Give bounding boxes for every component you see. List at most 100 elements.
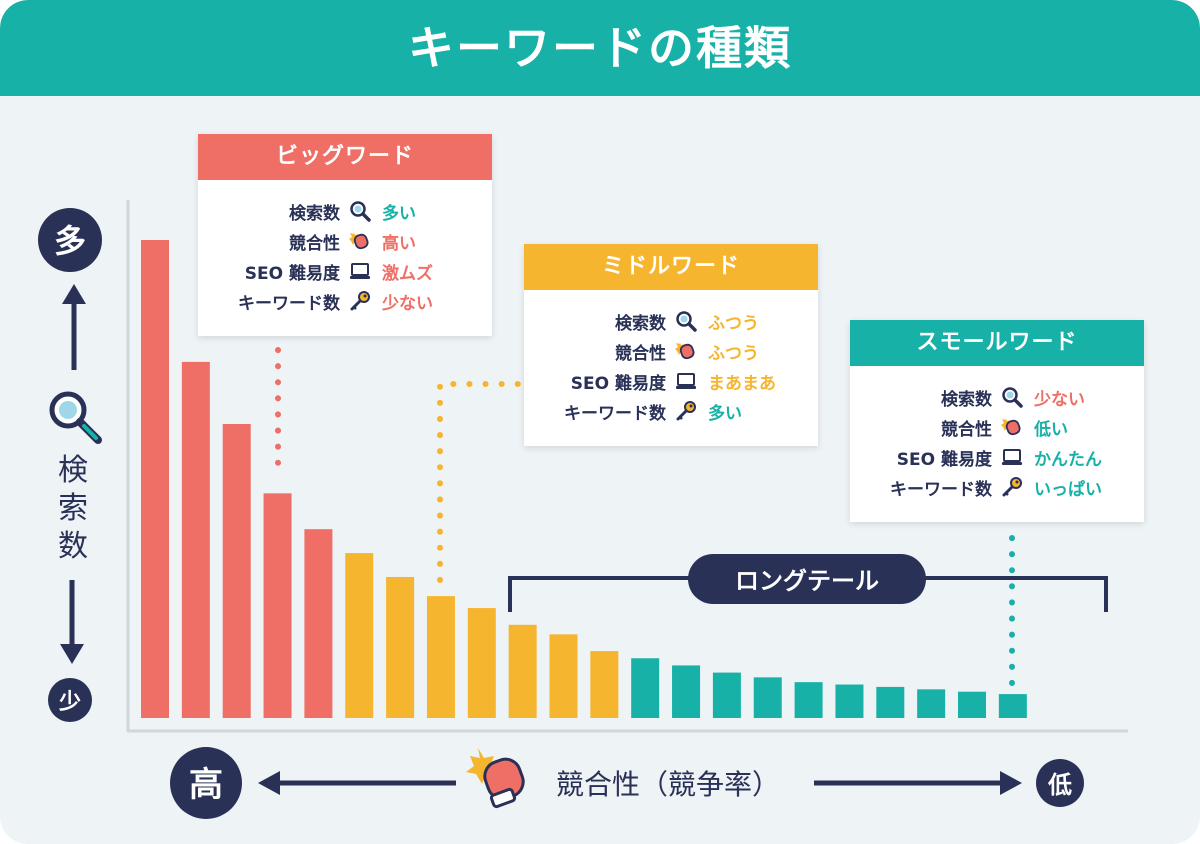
boxing-glove-icon: [1000, 415, 1024, 439]
metric-value: 高い: [382, 233, 416, 254]
metric-label: キーワード数: [238, 293, 340, 314]
boxing-glove-icon: [466, 748, 525, 809]
key-icon: [1000, 475, 1024, 499]
boxing-glove-icon: [674, 339, 698, 363]
metric-value: 多い: [708, 403, 742, 424]
metric-label: 競合性: [941, 419, 992, 440]
middle-info-row: SEO 難易度 まあまあ: [524, 366, 818, 396]
bar-middle-10: [508, 624, 537, 718]
middle-connector: [437, 381, 521, 583]
big-info-row: SEO 難易度 激ムズ: [198, 256, 492, 286]
boxing-glove-icon: [348, 229, 372, 253]
x-axis-label: 競合性（競争率）: [556, 768, 780, 801]
bar-small-16: [753, 677, 782, 718]
metric-value: 低い: [1034, 419, 1068, 440]
metric-label: 検索数: [289, 203, 340, 224]
key-icon: [348, 289, 372, 313]
x-low-circle: [1036, 759, 1084, 807]
y-high-circle: [38, 208, 102, 272]
y-high-label: 多: [54, 222, 86, 260]
down-arrow-icon: [60, 644, 84, 664]
longtail-pill: [688, 554, 926, 604]
metric-label: 検索数: [941, 389, 992, 410]
metric-label: キーワード数: [890, 479, 992, 500]
bar-big-2: [181, 361, 210, 718]
magnifier-icon: [1000, 385, 1024, 409]
right-arrow-icon: [1000, 771, 1022, 795]
metric-label: SEO 難易度: [244, 263, 340, 284]
bar-middle-11: [549, 634, 578, 718]
bar-big-4: [263, 493, 292, 718]
bar-big-3: [222, 424, 251, 718]
metric-label: SEO 難易度: [896, 449, 992, 470]
bar-small-17: [794, 682, 823, 718]
bar-middle-9: [467, 608, 496, 718]
metric-label: キーワード数: [564, 403, 666, 424]
bar-middle-8: [426, 596, 455, 718]
middle-info-row: 検索数 ふつう: [524, 306, 818, 336]
middle-word-title: ミドルワード: [524, 244, 818, 290]
metric-value: いっぱい: [1034, 479, 1102, 500]
metric-value: ふつう: [708, 313, 759, 334]
x-high-circle: [170, 747, 242, 819]
middle-info-row: キーワード数 多い: [524, 396, 818, 426]
longtail-label: ロングテール: [735, 567, 879, 595]
middle-word-box: ミドルワード 検索数 ふつう 競合性 ふつう SEO 難易度 まあまあ キーワード数 多い: [524, 244, 818, 446]
bar-small-13: [631, 658, 660, 718]
small-word-box: スモールワード 検索数 少ない競合性 低い SEO 難易度 かんたんキーワード数 いっぱい: [850, 320, 1144, 522]
metric-label: 検索数: [615, 313, 666, 334]
y-low-label: 少: [58, 690, 81, 715]
metric-value: 多い: [382, 203, 416, 224]
laptop-icon: [348, 259, 372, 283]
bar-small-20: [917, 689, 946, 718]
up-arrow-icon: [62, 284, 86, 304]
small-word-title: スモールワード: [850, 320, 1144, 366]
bar-small-14: [672, 665, 701, 718]
metric-value: 少ない: [1034, 389, 1085, 410]
x-high-label: 高: [189, 765, 223, 805]
magnifier-icon: [348, 199, 372, 223]
middle-word-rows: 検索数 ふつう 競合性 ふつう SEO 難易度 まあまあ キーワード数 多い: [524, 290, 818, 438]
big-word-rows: 検索数 多い競合性 高い SEO 難易度 激ムズキーワード数 少ない: [198, 180, 492, 328]
big-info-row: キーワード数 少ない: [198, 286, 492, 316]
metric-value: かんたん: [1034, 449, 1102, 470]
magnifier-icon: [49, 391, 102, 444]
metric-value: まあまあ: [708, 373, 776, 394]
big-word-title: ビッグワード: [198, 134, 492, 180]
laptop-icon: [674, 369, 698, 393]
small-info-row: 検索数 少ない: [850, 382, 1144, 412]
small-info-row: キーワード数 いっぱい: [850, 472, 1144, 502]
bar-middle-12: [590, 651, 619, 718]
page-title: キーワードの種類: [408, 21, 792, 75]
metric-value: ふつう: [708, 343, 759, 364]
bar-middle-6: [345, 553, 374, 718]
header-bar: [0, 0, 1200, 96]
middle-info-row: 競合性 ふつう: [524, 336, 818, 366]
big-info-row: 検索数 多い: [198, 196, 492, 226]
metric-label: SEO 難易度: [570, 373, 666, 394]
x-low-label: 低: [1047, 771, 1072, 799]
metric-value: 激ムズ: [382, 263, 433, 284]
laptop-icon: [1000, 445, 1024, 469]
bar-small-18: [835, 684, 864, 718]
magnifier-icon: [674, 309, 698, 333]
big-info-row: 競合性 高い: [198, 226, 492, 256]
bars-group: [141, 240, 1027, 718]
bar-big-5: [304, 529, 333, 718]
y-low-circle: [48, 678, 92, 722]
big-word-box: ビッグワード 検索数 多い競合性 高い SEO 難易度 激ムズキーワード数 少ない: [198, 134, 492, 336]
small-info-row: SEO 難易度 かんたん: [850, 442, 1144, 472]
left-arrow-icon: [258, 771, 280, 795]
y-axis-label: 検索数: [58, 453, 88, 564]
small-word-rows: 検索数 少ない競合性 低い SEO 難易度 かんたんキーワード数 いっぱい: [850, 366, 1144, 514]
metric-label: 競合性: [615, 343, 666, 364]
metric-label: 競合性: [289, 233, 340, 254]
key-icon: [674, 399, 698, 423]
metric-value: 少ない: [382, 293, 433, 314]
bar-big-1: [141, 240, 169, 718]
bar-small-22: [998, 694, 1027, 718]
bar-small-19: [876, 686, 905, 718]
bar-middle-7: [386, 576, 415, 718]
